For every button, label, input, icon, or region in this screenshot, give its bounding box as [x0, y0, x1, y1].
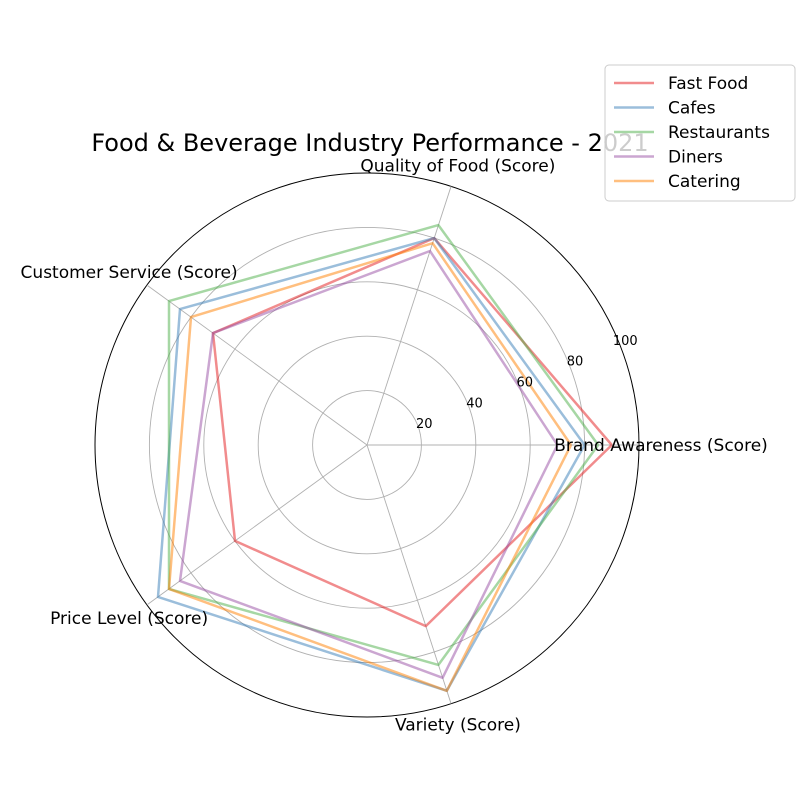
- radial-tick-label: 40: [466, 396, 483, 411]
- grid-spoke: [146, 444, 368, 606]
- grid-spoke: [146, 284, 368, 446]
- data-series: [156, 223, 613, 693]
- legend: Fast Food Cafes Restaurants Diners Catering: [604, 64, 796, 202]
- series-line-diners: [178, 249, 559, 680]
- radial-tick-label: 80: [567, 355, 584, 370]
- legend-label: Catering: [668, 172, 741, 192]
- grid-spoke: [366, 444, 452, 704]
- series-line-fast-food: [211, 236, 613, 628]
- legend-label: Cafes: [668, 99, 716, 119]
- radial-tick-labels: 20 40 60 80 100: [416, 334, 638, 432]
- axis-label: Quality of Food (Score): [360, 156, 555, 176]
- axis-labels: Brand Awareness (Score) Quality of Food (…: [21, 156, 768, 735]
- axis-label: Brand Awareness (Score): [554, 436, 768, 456]
- legend-label: Fast Food: [668, 74, 748, 94]
- axis-label: Price Level (Score): [50, 609, 208, 629]
- legend-label: Restaurants: [668, 123, 770, 143]
- series-line-cafes: [156, 236, 586, 693]
- series-line-catering: [167, 241, 573, 693]
- radial-tick-label: 60: [517, 376, 534, 391]
- legend-label: Diners: [668, 148, 723, 168]
- radial-tick-label: 20: [416, 417, 433, 432]
- axis-label: Customer Service (Score): [21, 263, 238, 283]
- series-line-restaurants: [167, 223, 600, 667]
- radial-tick-label: 100: [613, 334, 638, 349]
- chart-title: Food & Beverage Industry Performance - 2…: [91, 129, 648, 157]
- legend-box: [604, 64, 796, 202]
- axis-label: Variety (Score): [395, 716, 521, 736]
- grid-spoke: [366, 186, 452, 446]
